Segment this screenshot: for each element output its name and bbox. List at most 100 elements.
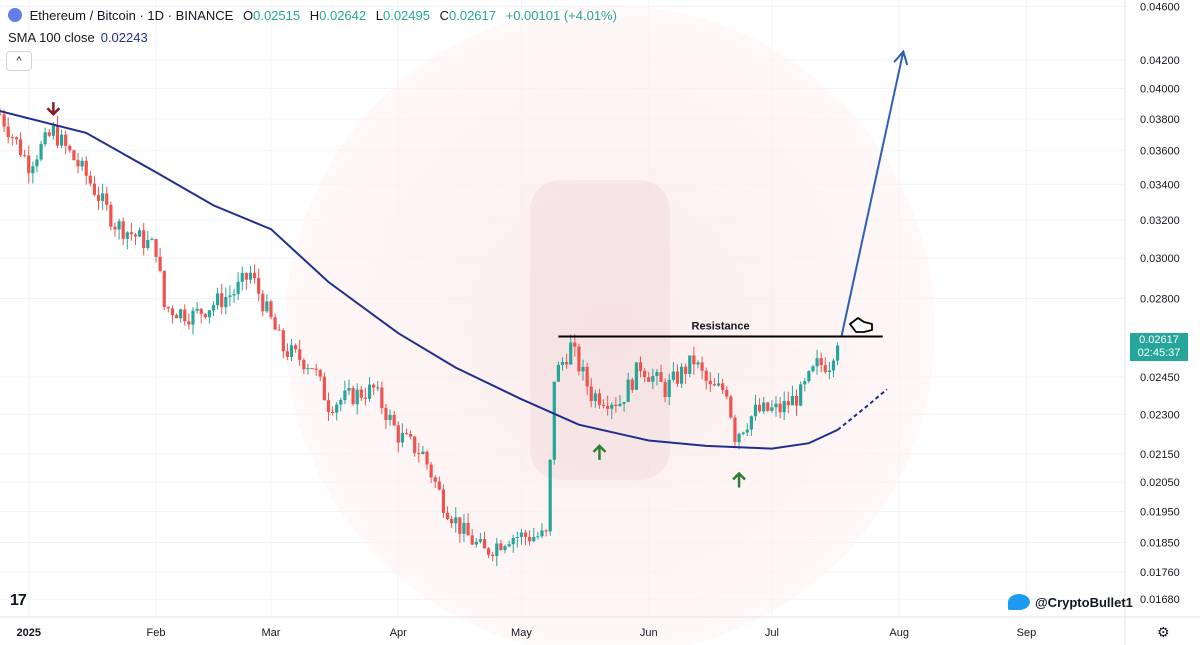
candle — [232, 288, 236, 303]
candle — [716, 372, 721, 387]
candle — [585, 362, 589, 395]
time-tick-label: May — [511, 627, 532, 639]
candle — [408, 430, 413, 440]
candle — [133, 233, 138, 246]
candle — [766, 401, 770, 413]
candle — [462, 513, 466, 542]
candle — [154, 238, 158, 263]
candle — [725, 386, 729, 400]
symbol-legend: Ethereum / Bitcoin · 1D · BINANCE O0.025… — [8, 8, 617, 23]
candle — [216, 287, 220, 310]
candle — [207, 310, 211, 324]
candle — [363, 387, 368, 406]
candle — [573, 334, 577, 357]
candle — [823, 357, 827, 374]
candle — [569, 334, 573, 366]
candle — [404, 428, 409, 435]
candle — [749, 415, 753, 436]
twitter-icon — [1008, 594, 1030, 610]
candle — [803, 378, 807, 392]
candle — [224, 287, 228, 315]
candle — [80, 157, 84, 172]
candle — [511, 534, 515, 553]
candle — [179, 308, 183, 323]
candle — [170, 305, 175, 324]
candle — [835, 342, 840, 366]
chevron-up-icon: ^ — [16, 55, 22, 67]
candle — [700, 356, 704, 380]
candle — [248, 265, 253, 284]
candle — [228, 285, 232, 307]
candle — [199, 308, 203, 324]
candle — [712, 377, 717, 386]
candle — [519, 528, 524, 545]
tradingview-logo[interactable]: 17 — [10, 592, 27, 609]
price-tick-label: 0.02800 — [1140, 294, 1180, 306]
candle — [548, 459, 552, 536]
symbol-title[interactable]: Ethereum / Bitcoin · 1D · BINANCE — [29, 8, 234, 23]
candle — [552, 381, 556, 465]
candle — [544, 529, 548, 537]
candle — [647, 371, 651, 383]
candle — [347, 379, 351, 395]
collapse-legend-button[interactable]: ^ — [6, 51, 32, 71]
candle — [667, 373, 671, 406]
up-arrow-marker — [592, 444, 607, 460]
price-tick-label: 0.02450 — [1140, 372, 1180, 384]
candle — [556, 361, 560, 382]
candle — [433, 475, 437, 488]
candle — [269, 299, 273, 320]
candle — [601, 399, 606, 409]
candle — [322, 372, 326, 401]
candle — [367, 377, 372, 402]
candle — [400, 423, 404, 448]
time-tick-label: Sep — [1017, 627, 1037, 639]
author-watermark: @CryptoBullet1 — [1008, 594, 1133, 610]
candle — [137, 227, 142, 237]
candle — [618, 394, 622, 407]
candle — [244, 272, 248, 291]
settings-gear-icon[interactable]: ⚙ — [1157, 624, 1170, 640]
candle — [679, 363, 684, 388]
candle — [343, 380, 347, 405]
price-axis[interactable]: 0.04600 0.04200 0.04000 0.03800 0.03600 0.034… — [1124, 0, 1180, 645]
low-value: 0.02495 — [382, 8, 430, 23]
candle — [634, 362, 639, 391]
candle — [704, 367, 708, 390]
candle — [158, 248, 162, 273]
candle — [298, 339, 302, 367]
down-arrow-marker — [46, 102, 61, 116]
candle — [782, 391, 786, 420]
price-tick-label: 0.03000 — [1140, 253, 1180, 265]
candle — [211, 301, 216, 317]
candle — [565, 353, 569, 369]
price-tick-label: 0.03400 — [1140, 179, 1180, 191]
candle — [330, 406, 335, 416]
candle — [778, 396, 782, 419]
price-tick-label: 0.01950 — [1140, 506, 1180, 518]
sma-legend[interactable]: SMA 100 close 0.02243 — [8, 30, 148, 45]
candle — [142, 222, 146, 256]
candle — [499, 539, 503, 551]
candle — [150, 237, 154, 241]
candle — [692, 346, 696, 375]
price-tick-label: 0.02150 — [1140, 449, 1180, 461]
candle — [413, 436, 417, 457]
candle — [429, 461, 433, 483]
author-handle: @CryptoBullet1 — [1035, 595, 1133, 610]
candle — [351, 385, 355, 406]
candle — [121, 217, 125, 246]
candle — [655, 368, 659, 386]
candle — [523, 529, 528, 546]
resistance-label: Resistance — [692, 321, 750, 333]
candle — [105, 186, 109, 211]
candle — [450, 515, 454, 528]
candle — [831, 358, 836, 378]
candle — [68, 144, 72, 153]
price-tick-label: 0.03600 — [1140, 146, 1180, 158]
candle — [577, 343, 581, 376]
candle — [220, 283, 224, 315]
time-axis[interactable]: 2025 Feb Mar Apr May Jun Jul Aug Sep — [0, 616, 1200, 639]
candle — [18, 132, 23, 157]
